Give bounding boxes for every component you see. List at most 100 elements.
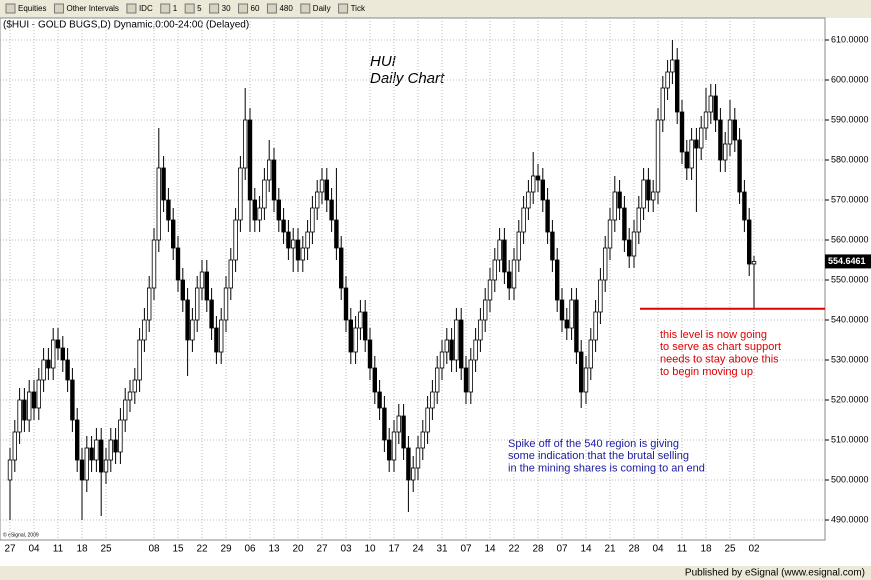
candle-body bbox=[574, 299, 579, 353]
y-tick-label: 540.0000 bbox=[831, 314, 869, 324]
candle-body bbox=[60, 347, 65, 361]
candle-body bbox=[276, 199, 281, 221]
x-tick-label: 07 bbox=[460, 544, 472, 555]
candle-body bbox=[410, 467, 416, 481]
candle-body bbox=[12, 431, 17, 461]
toolbar-icon bbox=[126, 3, 137, 14]
candle-body bbox=[70, 379, 75, 421]
candle-body bbox=[511, 259, 517, 289]
x-tick-label: 04 bbox=[28, 544, 40, 555]
candle-body bbox=[535, 175, 541, 181]
x-tick-label: 22 bbox=[196, 544, 208, 555]
candle-body bbox=[622, 207, 627, 241]
candle-body bbox=[665, 71, 670, 89]
toolbar-item[interactable]: 5 bbox=[197, 4, 202, 13]
annotation: to begin moving up bbox=[660, 366, 753, 378]
candle-body bbox=[612, 191, 617, 221]
candle-body bbox=[430, 391, 435, 409]
candle-body bbox=[559, 299, 565, 321]
candle-body bbox=[444, 339, 449, 353]
candle-body bbox=[166, 199, 171, 221]
candle-body bbox=[636, 207, 641, 233]
toolbar-item[interactable]: Daily bbox=[313, 4, 331, 13]
toolbar-item[interactable]: 60 bbox=[251, 4, 260, 13]
annotation-title: HUI bbox=[370, 53, 396, 70]
candle-body bbox=[295, 239, 301, 261]
x-tick-label: 18 bbox=[76, 544, 88, 555]
toolbar-icon bbox=[5, 3, 16, 14]
candle-body bbox=[425, 407, 430, 433]
candle-body bbox=[286, 231, 291, 249]
candle-body bbox=[151, 239, 157, 289]
candle-body bbox=[401, 415, 406, 449]
candle-body bbox=[7, 459, 13, 481]
candle-body bbox=[482, 299, 488, 321]
candle-body bbox=[252, 199, 257, 221]
x-tick-label: 17 bbox=[388, 544, 400, 555]
x-tick-label: 15 bbox=[172, 544, 184, 555]
toolbar-icon bbox=[300, 3, 311, 14]
x-tick-label: 13 bbox=[268, 544, 280, 555]
candle-body bbox=[641, 179, 646, 209]
candle-body bbox=[670, 59, 675, 73]
candle-body bbox=[492, 259, 497, 281]
toolbar-item[interactable]: Other Intervals bbox=[66, 4, 118, 13]
candle-body bbox=[281, 219, 286, 233]
annotation: some indication that the brutal selling bbox=[508, 450, 689, 462]
candle-body bbox=[79, 459, 85, 481]
candle-body bbox=[583, 367, 589, 393]
candle-body bbox=[550, 231, 555, 261]
x-tick-label: 31 bbox=[436, 544, 448, 555]
candle-body bbox=[137, 339, 142, 381]
candle-body bbox=[362, 311, 368, 341]
toolbar-item[interactable]: Equities bbox=[18, 4, 46, 13]
toolbar-item[interactable]: 480 bbox=[279, 4, 293, 13]
plot-area bbox=[0, 17, 826, 541]
candle-body bbox=[684, 151, 689, 169]
candle-body bbox=[742, 191, 747, 221]
candle-body bbox=[199, 271, 205, 289]
toolbar-item[interactable]: 1 bbox=[173, 4, 178, 13]
y-tick-label: 500.0000 bbox=[831, 474, 869, 484]
candle-body bbox=[204, 271, 209, 301]
candle-body bbox=[516, 231, 521, 261]
candle-body bbox=[305, 231, 310, 249]
candle-body bbox=[521, 207, 526, 233]
candle-body bbox=[458, 319, 464, 369]
candle-body bbox=[502, 239, 507, 273]
candle-body bbox=[118, 419, 123, 453]
candle-body bbox=[655, 119, 661, 193]
x-tick-label: 20 bbox=[292, 544, 304, 555]
candle-body bbox=[223, 287, 229, 321]
candle-body bbox=[747, 219, 752, 265]
candle-body bbox=[175, 247, 181, 281]
candle-body bbox=[531, 175, 536, 193]
candle-body bbox=[99, 439, 104, 473]
candle-body bbox=[247, 119, 253, 201]
status-bar bbox=[0, 566, 871, 580]
candle-body bbox=[31, 391, 37, 409]
toolbar-item[interactable]: 30 bbox=[222, 4, 231, 13]
toolbar-item[interactable]: Tick bbox=[351, 4, 366, 13]
chart-title: ($HUI - GOLD BUGS,D) Dynamic,0:00-24:00 … bbox=[3, 20, 249, 31]
candle-body bbox=[603, 247, 608, 281]
candle-body bbox=[372, 367, 377, 393]
x-tick-label: 07 bbox=[556, 544, 568, 555]
toolbar-item[interactable]: IDC bbox=[139, 4, 153, 13]
candle-body bbox=[526, 191, 531, 209]
x-tick-label: 02 bbox=[748, 544, 760, 555]
x-tick-label: 27 bbox=[4, 544, 16, 555]
toolbar-icon bbox=[338, 3, 349, 14]
candle-body bbox=[170, 219, 176, 249]
candle-body bbox=[338, 247, 344, 289]
candle-body bbox=[132, 379, 137, 393]
candle-body bbox=[564, 319, 569, 329]
candle-body bbox=[382, 407, 387, 441]
candle-body bbox=[593, 311, 598, 341]
y-tick-label: 600.0000 bbox=[831, 74, 869, 84]
x-tick-label: 06 bbox=[244, 544, 256, 555]
candle-body bbox=[487, 279, 493, 301]
candle-body bbox=[127, 391, 133, 401]
candle-body bbox=[506, 271, 512, 289]
candle-body bbox=[708, 95, 713, 113]
